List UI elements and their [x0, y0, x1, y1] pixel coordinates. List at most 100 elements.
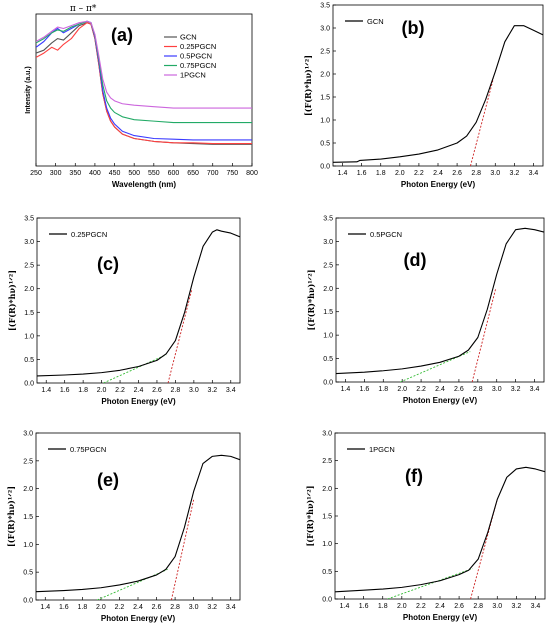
x-axis-label: Photon Energy (eV): [403, 396, 478, 405]
x-tick-label: 3.0: [492, 386, 502, 393]
y-tick-label: 0.0: [23, 598, 33, 605]
x-tick-label: 1.6: [59, 604, 69, 611]
x-tick-label: 1.8: [376, 170, 386, 177]
tangent-fit-line: [387, 568, 473, 599]
y-tick-label: 0.5: [320, 141, 330, 148]
y-axis-label: [(F(R)*hν)¹ᐟ²]: [6, 486, 16, 547]
x-tick-label: 2.0: [397, 603, 407, 610]
chart-panel-2: 1.4 1.6 1.8 2.0 2.2 2.4 2.6 2.8 3.0 3.2 3.4 0.0 0.5 1…: [303, 3, 544, 189]
x-tick-label: 300: [50, 170, 62, 177]
tangent-fit-line: [103, 354, 167, 383]
x-tick-label: 2.2: [115, 387, 125, 394]
chart-panel-4: 1.4 1.6 1.8 2.0 2.2 2.4 2.6 2.8 3.0 3.2 3.4 0.0 0.5 1…: [306, 216, 545, 405]
x-tick-label: 3.0: [189, 604, 199, 611]
x-tick-label: 1.6: [359, 603, 369, 610]
x-tick-label: 350: [69, 170, 81, 177]
x-tick-label: 3.4: [529, 170, 539, 177]
tangent-fit-line: [470, 78, 494, 166]
y-axis-label: [(F(R)*hν)¹ᐟ²]: [7, 270, 17, 331]
y-tick-label: 1.0: [320, 118, 330, 125]
legend-entry: 1PGCN: [180, 71, 206, 80]
y-tick-label: 3.5: [24, 216, 34, 223]
x-tick-label: 3.0: [189, 387, 199, 394]
panel-label: (b): [402, 18, 425, 38]
x-tick-label: 3.2: [511, 603, 521, 610]
y-axis-label: [(F(R)*hν)¹ᐟ²]: [303, 55, 313, 116]
x-tick-label: 450: [109, 170, 121, 177]
x-tick-label: 2.6: [454, 386, 464, 393]
panel-label: (c): [97, 254, 119, 274]
y-tick-label: 2.0: [323, 286, 333, 293]
y-tick-label: 1.5: [323, 309, 333, 316]
chart-panel-5: 1.4 1.6 1.8 2.0 2.2 2.4 2.6 2.8 3.0 3.2 3.4 0.0 0.5 1…: [6, 431, 241, 623]
x-tick-label: 2.6: [454, 603, 464, 610]
legend-entry: 0.75PGCN: [70, 445, 106, 454]
y-tick-label: 0.5: [323, 356, 333, 363]
x-tick-label: 550: [148, 170, 160, 177]
tangent-fit-line: [471, 288, 497, 382]
series-line-5: [36, 20, 252, 109]
series-line-1: [36, 454, 240, 593]
legend-entry: 0.25PGCN: [180, 42, 216, 51]
plot-frame: [334, 432, 546, 600]
y-tick-label: 2.5: [323, 262, 333, 269]
x-tick-label: 750: [227, 170, 239, 177]
y-tick-label: 3.0: [323, 239, 333, 246]
x-tick-label: 2.2: [414, 170, 424, 177]
x-tick-label: 2.2: [416, 386, 426, 393]
series-line-4: [36, 20, 252, 124]
legend-entry: GCN: [180, 33, 197, 42]
x-tick-label: 500: [128, 170, 140, 177]
x-axis-label: Photon Energy (eV): [403, 613, 478, 622]
x-tick-label: 400: [89, 170, 101, 177]
x-tick-label: 1.6: [359, 386, 369, 393]
x-tick-label: 2.4: [435, 386, 445, 393]
y-tick-label: 3.0: [24, 239, 34, 246]
x-tick-label: 1.4: [338, 170, 348, 177]
x-tick-label: 250: [30, 170, 42, 177]
y-axis-label: [(F(R)*hν)¹ᐟ²]: [306, 270, 316, 331]
y-tick-label: 0.0: [323, 380, 333, 387]
x-tick-label: 2.8: [473, 603, 483, 610]
x-axis-label: Wavelength (nm): [112, 180, 176, 189]
x-tick-label: 2.4: [134, 387, 144, 394]
x-tick-label: 2.4: [433, 170, 443, 177]
y-axis-label: [(F(R)*hν)¹ᐟ²]: [305, 486, 315, 547]
x-tick-label: 2.4: [133, 604, 143, 611]
x-tick-label: 600: [168, 170, 180, 177]
y-tick-label: 2.0: [322, 486, 332, 493]
x-tick-label: 3.4: [531, 603, 541, 610]
series-line-1: [335, 466, 545, 593]
x-tick-label: 1.8: [77, 604, 87, 611]
legend-entry: GCN: [367, 17, 384, 26]
y-axis-label: Intensity (a.u.): [25, 66, 32, 113]
y-tick-label: 1.5: [23, 514, 33, 521]
x-tick-label: 800: [246, 170, 258, 177]
tangent-fit-line: [470, 499, 498, 599]
plot-frame: [35, 13, 253, 167]
x-tick-label: 2.8: [471, 170, 481, 177]
y-tick-label: 0.0: [320, 164, 330, 171]
x-tick-label: 3.4: [530, 386, 540, 393]
series-line-2: [36, 22, 252, 145]
y-tick-label: 2.0: [320, 72, 330, 79]
y-tick-label: 0.5: [23, 570, 33, 577]
y-tick-label: 3.0: [23, 431, 33, 438]
x-tick-label: 1.4: [40, 604, 50, 611]
x-tick-label: 3.2: [511, 386, 521, 393]
y-tick-label: 0.0: [322, 597, 332, 604]
x-tick-label: 1.8: [78, 387, 88, 394]
x-tick-label: 3.2: [207, 604, 217, 611]
y-tick-label: 2.5: [320, 49, 330, 56]
x-tick-label: 3.2: [509, 170, 519, 177]
panel-label: (a): [111, 25, 133, 45]
x-tick-label: 2.6: [152, 604, 162, 611]
x-axis-label: Photon Energy (eV): [101, 614, 176, 623]
x-tick-label: 2.8: [171, 387, 181, 394]
x-tick-label: 1.6: [357, 170, 367, 177]
y-tick-label: 0.5: [322, 569, 332, 576]
y-tick-label: 2.0: [24, 286, 34, 293]
series-line-1: [336, 227, 544, 375]
x-axis-label: Photon Energy (eV): [101, 397, 176, 406]
